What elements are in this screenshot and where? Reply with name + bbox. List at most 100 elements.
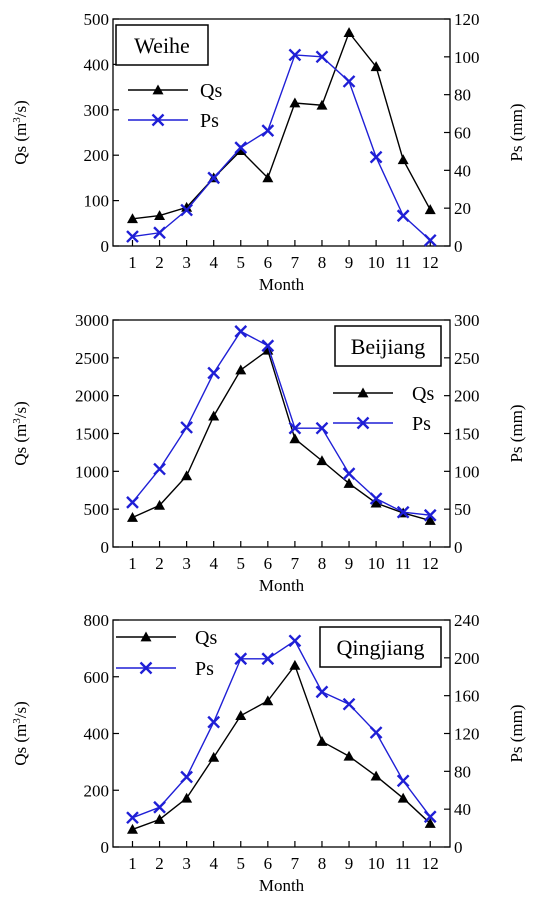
cross-stroke [315,685,329,699]
data-point-qs [126,511,138,522]
panel-label: Qingjiang [337,635,425,660]
y-right-tick-label: 80 [454,762,471,781]
y-right-tick-label: 0 [454,237,463,256]
data-point-ps [261,339,275,353]
cross-stroke [369,150,383,164]
y-left-tick-label: 400 [84,725,110,744]
data-point-qs [424,204,436,215]
x-tick-label: 5 [237,554,246,573]
data-point-ps [126,230,139,243]
cross-stroke [288,48,302,62]
panel-label-box [319,626,442,668]
y-left-tick-label: 1000 [75,462,109,481]
legend-marker-qs [152,84,164,95]
cross-stroke [126,496,139,509]
legend-marker-ps [151,113,165,127]
x-tick-label: 11 [395,554,411,573]
x-tick-label: 11 [395,253,411,272]
panel-label: Weihe [134,33,190,58]
data-point-qs [370,770,382,781]
data-point-qs [262,695,274,706]
data-point-qs [181,470,193,481]
series-line-qs [132,349,431,522]
data-point-ps [423,233,437,247]
x-tick-label: 12 [422,554,439,573]
cross-stroke [151,113,165,127]
data-point-ps [288,48,302,62]
data-point-ps [288,421,302,435]
y-left-tick-label: 3000 [75,311,109,330]
data-point-ps [396,774,410,788]
x-tick-label: 3 [182,854,191,873]
cross-stroke [288,421,302,435]
data-point-ps [288,634,302,648]
y-right-tick-label: 250 [454,349,480,368]
data-point-ps [153,226,166,240]
y-left-tick-label: 400 [84,55,110,74]
y-left-axis-title: Qs (m3/s) [11,100,30,165]
data-point-qs [154,813,166,824]
data-point-ps [234,652,248,666]
cross-stroke [153,462,166,476]
y-left-tick-label: 200 [84,146,110,165]
data-point-qs [235,710,247,721]
y-left-tick-label: 0 [101,538,110,557]
data-point-qs [289,433,301,444]
data-point-qs [370,61,382,72]
legend-label-qs: Qs [195,627,217,649]
cross-stroke [180,770,193,784]
data-point-ps [423,810,437,824]
x-tick-label: 12 [422,854,439,873]
data-point-qs [424,515,436,525]
data-point-qs [126,213,138,224]
x-axis-title: Month [259,876,305,895]
legend: Qs Ps [116,627,217,680]
y-left-axis-title: Qs (m3/s) [11,401,30,466]
y-right-tick-label: 40 [454,800,471,819]
data-point-qs [181,201,193,212]
data-point-qs [289,97,301,108]
cross-stroke [356,416,370,430]
panel-label-box [115,24,209,66]
x-tick-label: 5 [237,253,246,272]
data-point-ps [126,496,139,509]
data-point-ps [261,124,275,137]
data-point-ps [153,800,166,814]
data-point-qs [181,792,193,803]
y-left-tick-label: 100 [84,192,110,211]
legend: Qs Ps [128,80,222,132]
data-point-ps [261,652,275,666]
series-line-ps [132,54,431,241]
cross-stroke [153,800,166,814]
x-tick-label: 4 [209,554,218,573]
data-point-ps [342,75,356,88]
y-right-tick-label: 0 [454,838,463,857]
x-tick-label: 2 [155,554,164,573]
y-right-tick-label: 20 [454,199,471,218]
y-left-tick-label: 1500 [75,425,109,444]
x-tick-label: 2 [155,854,164,873]
x-tick-label: 4 [209,854,218,873]
y-left-tick-label: 200 [84,781,110,800]
cross-stroke [234,652,248,666]
data-point-qs [154,210,166,220]
y-right-tick-label: 80 [454,86,471,105]
cross-stroke [396,209,410,223]
data-point-qs [208,751,220,762]
data-point-ps [396,505,410,519]
cross-stroke [315,50,329,64]
y-left-tick-label: 2000 [75,387,109,406]
data-point-qs [126,823,138,834]
y-left-tick-label: 300 [84,101,110,120]
legend-label-ps: Ps [412,413,431,435]
cross-stroke [369,726,383,739]
x-tick-label: 5 [237,854,246,873]
x-axis-title: Month [259,275,305,294]
data-point-ps [126,811,139,825]
data-point-qs [316,99,328,110]
data-point-qs [370,497,382,508]
cross-stroke [234,141,248,154]
data-point-ps [315,50,329,64]
